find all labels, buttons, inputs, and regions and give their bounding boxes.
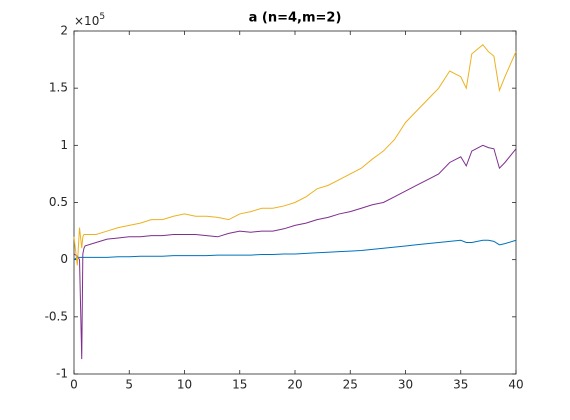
multiplier-exponent: 5 — [99, 12, 105, 22]
y-tick-label: 0.5 — [49, 195, 68, 209]
series-line — [73, 44, 517, 266]
x-tick-label: 35 — [453, 378, 468, 392]
chart-title: a (n=4,m=2) — [249, 11, 342, 26]
x-tick-label: 40 — [508, 378, 523, 392]
x-tick-label: 10 — [177, 378, 192, 392]
x-tick-label: 25 — [343, 378, 358, 392]
y-tick-label: 2 — [60, 24, 68, 38]
x-tick-label: 15 — [232, 378, 247, 392]
y-tick-label: 0 — [60, 252, 68, 266]
x-tick-label: 5 — [125, 378, 133, 392]
y-tick-label: -1 — [56, 367, 68, 381]
y-tick-label: 1 — [60, 138, 68, 152]
y-tick-label: 1.5 — [49, 81, 68, 95]
x-tick-label: 0 — [70, 378, 78, 392]
x-tick-label: 30 — [398, 378, 413, 392]
series-line — [73, 144, 517, 360]
series-line — [73, 239, 517, 261]
y-tick-label: -0.5 — [45, 309, 68, 323]
x-tick-label: 20 — [287, 378, 302, 392]
multiplier-base: ×10 — [74, 14, 99, 28]
y-multiplier: ×105 — [74, 12, 105, 28]
